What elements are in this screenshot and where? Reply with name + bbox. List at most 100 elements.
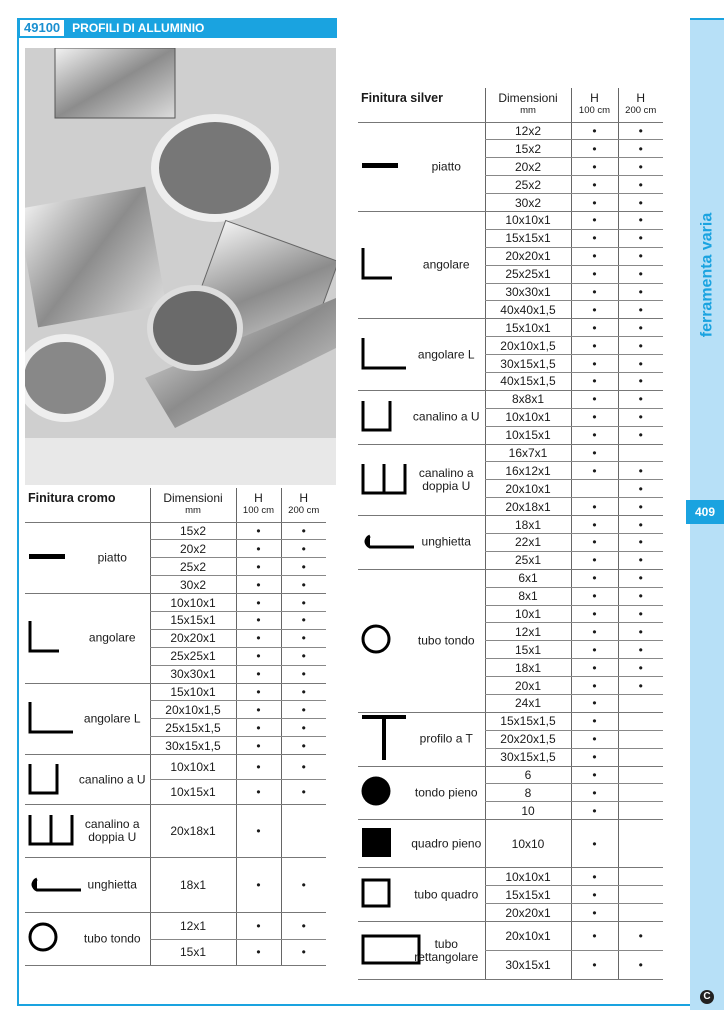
table-row: 10x15x1 • • — [358, 426, 663, 445]
solid-round-icon — [360, 775, 394, 811]
h200-availability: • — [280, 539, 326, 559]
round-tube-icon — [360, 623, 394, 659]
table-row: 15x15x1 • — [358, 885, 663, 905]
h200-availability: • — [617, 515, 663, 534]
table-header: Finitura silver Dimensioni mm H 100 cm H 20… — [358, 88, 663, 123]
h100-availability: • — [235, 912, 281, 940]
profile-name: tubo tondo — [417, 633, 475, 648]
h100-availability — [570, 479, 618, 499]
angle-icon — [27, 619, 63, 657]
table-row: piatto 12x2 • • — [358, 122, 663, 212]
dimension-cell: 20x20x1 — [149, 629, 236, 648]
table-row: 20x20x1 • — [358, 903, 663, 923]
h100-availability: • — [570, 950, 618, 981]
rect-tube-icon — [360, 933, 422, 969]
profile-name: tubo tondo — [83, 931, 141, 946]
table-row: 20x18x1 • • — [358, 497, 663, 517]
header-dimension-unit: mm — [520, 105, 536, 116]
header-h100: H 100 cm — [570, 88, 618, 123]
h200-availability: • — [617, 139, 663, 159]
table-row: 20x10x1 • — [358, 479, 663, 499]
square-tube-icon — [360, 877, 394, 913]
h100-availability: • — [570, 903, 618, 923]
h100-availability: • — [570, 885, 618, 905]
h100-availability: • — [235, 736, 281, 756]
profile-group: canalino a doppia U — [358, 444, 485, 517]
dimension-cell: 30x15x1,5 — [484, 354, 571, 373]
h200-availability: • — [280, 779, 326, 806]
table-row: 20x20x1 • • — [25, 629, 326, 648]
h200-availability — [617, 801, 663, 821]
table-row: unghietta 18x1 • • — [358, 515, 663, 570]
h200-availability: • — [617, 479, 663, 499]
page-number: 409 — [686, 500, 724, 524]
aluminium-profiles-image — [25, 48, 336, 485]
h100-availability: • — [235, 754, 281, 781]
table-finitura-cromo: Finitura cromo Dimensioni mm H 100 cm H 200… — [25, 488, 326, 967]
table-row: 15x15x1 • • — [358, 229, 663, 248]
dimension-cell: 10x10x1 — [484, 867, 571, 887]
h200-availability: • — [617, 921, 663, 952]
header-dimension-label: Dimensioni — [498, 91, 558, 105]
product-photo — [25, 48, 336, 485]
dimension-cell: 10x15x1 — [484, 426, 571, 445]
dimension-cell: 15x2 — [484, 139, 571, 159]
table-row: 20x1 • • — [358, 676, 663, 695]
h200-availability: • — [617, 336, 663, 356]
dimension-cell: 25x2 — [484, 175, 571, 195]
h200-availability — [617, 867, 663, 887]
header-dimension: Dimensioni mm — [484, 88, 571, 123]
h100-availability: • — [235, 539, 281, 559]
dimension-cell: 16x12x1 — [484, 461, 571, 481]
h100-availability: • — [235, 939, 281, 967]
h100-availability: • — [570, 372, 618, 391]
header-dimension-unit: mm — [185, 505, 201, 516]
h100-availability: • — [570, 193, 618, 212]
finish-title: Finitura silver — [358, 88, 485, 123]
h100-availability: • — [235, 804, 281, 859]
h100-availability: • — [235, 718, 281, 738]
dimension-cell: 40x40x1,5 — [484, 300, 571, 320]
h200-availability: • — [617, 265, 663, 284]
profile-name: tubo quadro — [414, 887, 479, 902]
h100-availability: • — [235, 700, 281, 720]
table-row: 15x1 • • — [25, 939, 326, 967]
h200-availability: • — [617, 318, 663, 338]
profile-name: tondo pieno — [414, 785, 478, 800]
flat-bar-icon — [360, 161, 400, 173]
profile-name: unghietta — [87, 877, 137, 892]
dimension-cell: 25x25x1 — [149, 647, 236, 666]
table-row: 12x1 • • — [358, 622, 663, 642]
profile-name: angolare L — [83, 711, 141, 726]
h100-availability: • — [570, 533, 618, 552]
h100-availability: • — [570, 139, 618, 159]
h200-availability: • — [617, 175, 663, 195]
h100-availability: • — [570, 354, 618, 373]
dimension-cell: 18x1 — [484, 658, 571, 678]
dimension-cell: 30x30x1 — [484, 283, 571, 302]
h200-availability: • — [280, 736, 326, 756]
header-h200: H 200 cm — [280, 488, 326, 523]
dimension-cell: 15x2 — [149, 522, 236, 541]
h200-availability: • — [617, 533, 663, 552]
h200-availability — [617, 712, 663, 731]
table-row: 10x1 • • — [358, 605, 663, 624]
dimension-cell: 25x15x1,5 — [149, 718, 236, 738]
dimension-cell: 10x10x1 — [149, 593, 236, 612]
table-row: 10 • — [358, 801, 663, 821]
dimension-cell: 20x20x1 — [484, 903, 571, 923]
table-row: tubo tondo 6x1 • • — [358, 569, 663, 713]
h100-availability: • — [570, 444, 618, 463]
dimension-cell: 18x1 — [484, 515, 571, 534]
profile-name: angolare L — [417, 347, 475, 362]
table-row: 20x20x1 • • — [358, 247, 663, 266]
dimension-cell: 22x1 — [484, 533, 571, 552]
h200-availability: • — [280, 718, 326, 738]
product-code: 49100 — [20, 20, 65, 36]
table-row: 20x20x1,5 • — [358, 730, 663, 749]
h200-availability — [617, 903, 663, 923]
table-row: tondo pieno 6 • — [358, 766, 663, 821]
table-row: 15x2 • • — [358, 139, 663, 159]
h100-availability: • — [570, 867, 618, 887]
h100-availability: • — [235, 557, 281, 577]
